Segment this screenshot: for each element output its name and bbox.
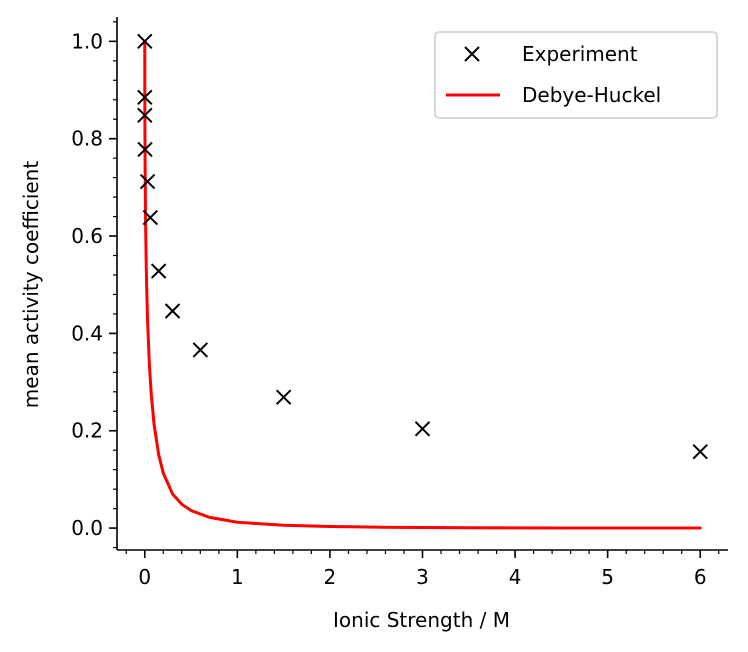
experiment-marker-stroke (414, 421, 431, 437)
experiment-marker-stroke (142, 209, 159, 226)
legend: Experiment Debye-Huckel (434, 31, 718, 119)
x-tick-label: 0 (138, 565, 151, 589)
experiment-marker-stroke (137, 141, 153, 158)
x-tick-label: 4 (509, 565, 522, 589)
x-axis-label: Ionic Strength / M (333, 608, 510, 632)
legend-label-experiment: Experiment (522, 42, 638, 66)
y-tick-label: 0.6 (71, 224, 103, 248)
experiment-marker-stroke (150, 263, 167, 279)
experiment-point (137, 89, 153, 106)
y-tick-label: 1.0 (71, 29, 103, 53)
experiment-point (137, 141, 153, 158)
x-tick-label: 2 (324, 565, 337, 589)
experiment-marker-stroke (692, 443, 708, 460)
plot-area (137, 33, 708, 530)
experiment-marker-stroke (137, 107, 153, 124)
legend-box (434, 31, 718, 119)
experiment-point (142, 209, 159, 226)
y-tick-label: 0.0 (71, 516, 103, 540)
x-tick-label: 1 (231, 565, 244, 589)
experiment-marker-stroke (139, 173, 156, 190)
legend-experiment-marker (464, 46, 480, 62)
experiment-point (139, 173, 156, 190)
experiment-point (275, 389, 292, 405)
axes: 0 1 2 3 4 5 6 0.0 0.2 0.4 0.6 0.8 1.0 (71, 17, 728, 589)
experiment-marker-stroke (164, 303, 181, 319)
legend-label-debye-huckel: Debye-Huckel (522, 83, 661, 107)
experiment-point (164, 303, 181, 319)
experiment-marker-stroke (275, 389, 292, 405)
experiment-point (692, 443, 708, 460)
experiment-marker-stroke (137, 89, 153, 106)
x-tick-label: 5 (601, 565, 614, 589)
experiment-marker-stroke (137, 33, 153, 50)
y-tick-label: 0.4 (71, 321, 103, 345)
experiment-point (150, 263, 167, 279)
experiment-point (137, 33, 153, 50)
y-tick-label: 0.8 (71, 127, 103, 151)
y-tick-label: 0.2 (71, 419, 103, 443)
x-tick-label: 3 (416, 565, 429, 589)
debye-huckel-line (143, 39, 702, 530)
experiment-point (137, 107, 153, 124)
x-tick-label: 6 (694, 565, 707, 589)
y-axis-label: mean activity coefficient (19, 161, 43, 409)
experiment-point (414, 421, 431, 437)
experiment-point (192, 342, 209, 358)
experiment-marker-stroke (192, 342, 209, 358)
